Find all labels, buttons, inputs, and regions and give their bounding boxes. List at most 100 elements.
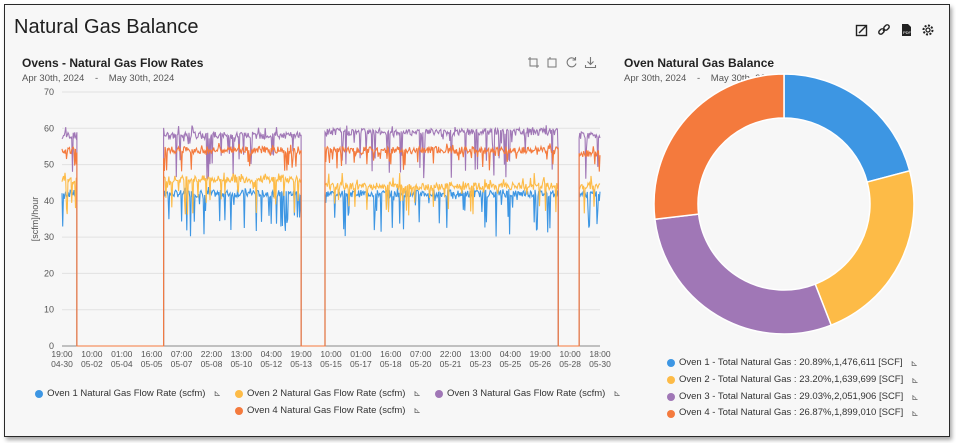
legend-item-oven1[interactable]: Oven 1 Natural Gas Flow Rate (scfm) ⊾ bbox=[35, 388, 221, 399]
x-tick-label: 05-17 bbox=[350, 359, 372, 369]
flow-date-sep: - bbox=[94, 73, 99, 84]
x-tick-label: 05-12 bbox=[260, 359, 282, 369]
series-line bbox=[61, 187, 601, 347]
x-tick-label: 07:00 bbox=[410, 349, 432, 359]
x-tick-label: 04-30 bbox=[51, 359, 73, 369]
svg-text:PDF: PDF bbox=[903, 30, 912, 35]
x-tick-label: 01:00 bbox=[350, 349, 372, 359]
donut-slice[interactable] bbox=[654, 213, 833, 335]
x-tick-label: 22:00 bbox=[201, 349, 223, 359]
donut-slice[interactable] bbox=[814, 169, 915, 327]
balance-date-sep: - bbox=[696, 73, 701, 84]
legend-item-oven2-total[interactable]: Oven 2 - Total Natural Gas : 23.20%,1,63… bbox=[667, 373, 919, 388]
legend-item-oven1-total[interactable]: Oven 1 - Total Natural Gas : 20.89%,1,47… bbox=[667, 356, 918, 371]
series-line bbox=[61, 142, 601, 347]
donut-slice[interactable] bbox=[653, 73, 785, 221]
legend-label: Oven 1 - Total Natural Gas : 20.89%,1,47… bbox=[679, 357, 903, 368]
chart-type-icon[interactable]: ⊾ bbox=[413, 405, 421, 415]
y-tick-label: 20 bbox=[44, 268, 54, 278]
x-tick-label: 19:00 bbox=[290, 349, 312, 359]
legend-label: Oven 3 - Total Natural Gas : 29.03%,2,05… bbox=[679, 390, 904, 402]
x-tick-label: 10:00 bbox=[81, 349, 103, 359]
balance-legend: Oven 1 - Total Natural Gas : 20.89%,1,47… bbox=[667, 356, 919, 423]
zoom-reset-icon[interactable] bbox=[546, 56, 559, 69]
y-axis-label: [scfm]/hour bbox=[30, 197, 40, 242]
x-tick-label: 05-08 bbox=[201, 359, 223, 369]
y-tick-label: 60 bbox=[44, 123, 54, 133]
legend-dot bbox=[35, 389, 44, 398]
x-tick-label: 10:00 bbox=[559, 349, 581, 359]
x-tick-label: 05-23 bbox=[470, 359, 492, 369]
x-tick-label: 05-18 bbox=[380, 359, 402, 369]
gas-balance-donut-chart bbox=[653, 73, 915, 335]
legend-item-oven2[interactable]: Oven 2 Natural Gas Flow Rate (scfm) ⊾ bbox=[235, 388, 421, 399]
y-tick-label: 0 bbox=[49, 341, 54, 351]
flow-chart-title: Ovens - Natural Gas Flow Rates bbox=[22, 56, 204, 70]
legend-label: Oven 2 - Total Natural Gas : 23.20%,1,63… bbox=[679, 373, 904, 385]
flow-date-to: May 30th, 2024 bbox=[108, 73, 175, 84]
x-tick-label: 05-21 bbox=[440, 359, 462, 369]
chart-type-icon[interactable]: ⊾ bbox=[613, 388, 621, 398]
x-tick-label: 05-13 bbox=[290, 359, 312, 369]
x-tick-label: 05-20 bbox=[410, 359, 432, 369]
y-tick-label: 30 bbox=[44, 232, 54, 242]
legend-dot bbox=[667, 376, 675, 384]
legend-dot bbox=[434, 389, 443, 398]
y-tick-label: 70 bbox=[44, 87, 54, 97]
legend-item-oven4[interactable]: Oven 4 Natural Gas Flow Rate (scfm) ⊾ bbox=[235, 405, 421, 416]
chart-type-icon[interactable]: ⊾ bbox=[413, 388, 421, 398]
series-line bbox=[61, 125, 601, 347]
page-title: Natural Gas Balance bbox=[14, 16, 199, 38]
y-tick-label: 40 bbox=[44, 196, 54, 206]
x-tick-label: 05-25 bbox=[499, 359, 521, 369]
legend-dot bbox=[667, 359, 675, 368]
link-icon[interactable] bbox=[876, 22, 892, 38]
x-tick-label: 04:00 bbox=[261, 349, 283, 359]
legend-item-oven3[interactable]: Oven 3 Natural Gas Flow Rate (scfm) ⊾ bbox=[434, 388, 621, 399]
y-tick-label: 50 bbox=[44, 160, 54, 170]
dashboard-toolbar: PDF bbox=[854, 22, 936, 38]
x-tick-label: 04:00 bbox=[500, 349, 522, 359]
legend-label: Oven 4 Natural Gas Flow Rate (scfm) bbox=[247, 405, 406, 416]
pdf-icon[interactable]: PDF bbox=[898, 22, 914, 38]
edit-icon[interactable] bbox=[854, 22, 870, 38]
chart-type-icon[interactable]: ⊾ bbox=[213, 388, 222, 398]
flow-rate-line-chart: 01020304050607019:0004-3010:0005-0201:00… bbox=[30, 87, 611, 369]
download-icon[interactable] bbox=[584, 56, 597, 69]
x-tick-label: 16:00 bbox=[141, 349, 163, 359]
x-tick-label: 05-05 bbox=[141, 359, 163, 369]
x-tick-label: 19:00 bbox=[530, 349, 552, 359]
x-tick-label: 05-10 bbox=[230, 359, 252, 369]
x-tick-label: 16:00 bbox=[380, 349, 402, 359]
donut-slice[interactable] bbox=[783, 73, 911, 183]
gear-icon[interactable] bbox=[920, 22, 936, 38]
zoom-icon[interactable] bbox=[527, 56, 540, 69]
x-tick-label: 10:00 bbox=[320, 349, 342, 359]
chart-type-icon[interactable]: ⊾ bbox=[911, 374, 919, 385]
x-tick-label: 18:00 bbox=[589, 349, 611, 359]
legend-dot bbox=[667, 409, 675, 418]
chart-type-icon[interactable]: ⊾ bbox=[911, 408, 919, 419]
x-tick-label: 05-15 bbox=[320, 359, 342, 369]
series-line bbox=[61, 172, 601, 347]
x-tick-label: 05-02 bbox=[81, 359, 103, 369]
x-tick-label: 19:00 bbox=[51, 349, 73, 359]
legend-dot bbox=[235, 406, 244, 415]
legend-item-oven4-total[interactable]: Oven 4 - Total Natural Gas : 26.87%,1,89… bbox=[667, 406, 919, 421]
flow-legend: Oven 1 Natural Gas Flow Rate (scfm) ⊾ Ove… bbox=[35, 388, 621, 416]
flow-chart-tools bbox=[527, 56, 597, 69]
x-tick-label: 05-04 bbox=[111, 359, 133, 369]
chart-type-icon[interactable]: ⊾ bbox=[911, 391, 919, 402]
refresh-icon[interactable] bbox=[565, 56, 578, 69]
legend-item-oven3-total[interactable]: Oven 3 - Total Natural Gas : 29.03%,2,05… bbox=[667, 390, 919, 405]
chart-type-icon[interactable]: ⊾ bbox=[910, 358, 919, 368]
flow-date-range: Apr 30th, 2024 - May 30th, 2024 bbox=[22, 73, 174, 84]
balance-date-range: Apr 30th, 2024 - May 30th, 2024 bbox=[624, 73, 776, 84]
y-tick-label: 10 bbox=[44, 305, 54, 315]
legend-dot bbox=[667, 392, 675, 401]
flow-date-from: Apr 30th, 2024 bbox=[22, 73, 85, 84]
x-tick-label: 05-26 bbox=[529, 359, 551, 369]
balance-chart-title: Oven Natural Gas Balance bbox=[624, 56, 775, 70]
x-tick-label: 07:00 bbox=[171, 349, 193, 359]
x-tick-label: 22:00 bbox=[440, 349, 462, 359]
